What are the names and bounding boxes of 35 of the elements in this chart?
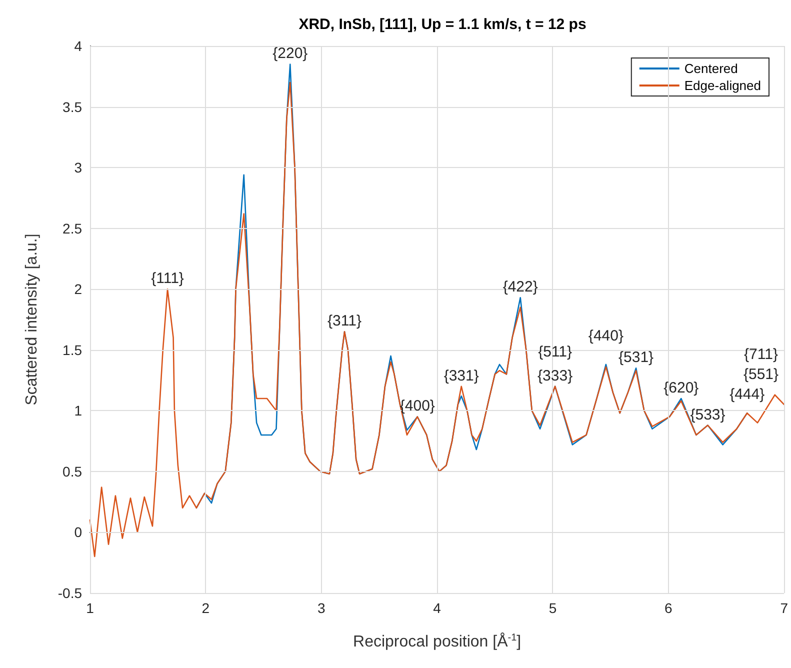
y-tick-label: 1.5 bbox=[62, 342, 82, 358]
chart-title: XRD, InSb, [111], Up = 1.1 km/s, t = 12 ps bbox=[298, 16, 586, 33]
annotation: {533} bbox=[690, 406, 726, 424]
y-tick-label: -0.5 bbox=[58, 585, 82, 601]
y-tick-label: 2.5 bbox=[62, 220, 82, 236]
annotation: {422} bbox=[502, 278, 538, 296]
annotation: {331} bbox=[444, 367, 479, 384]
annotation: {444} bbox=[730, 386, 765, 404]
annotation: {531} bbox=[618, 349, 654, 366]
annotation: {711} bbox=[744, 346, 778, 363]
y-tick-label: 1 bbox=[74, 402, 82, 419]
y-tick-label: 0 bbox=[74, 524, 82, 540]
legend-label: Centered bbox=[684, 61, 738, 76]
annotation: {311} bbox=[328, 312, 362, 330]
y-tick-label: 3.5 bbox=[62, 98, 82, 115]
annotation: {111} bbox=[151, 270, 184, 288]
y-tick-label: 2 bbox=[74, 281, 82, 298]
y-tick-label: 0.5 bbox=[62, 463, 82, 480]
x-tick-label: 5 bbox=[548, 600, 557, 616]
x-tick-label: 4 bbox=[433, 600, 442, 616]
annotation: {511} bbox=[538, 343, 572, 360]
annotation: {620} bbox=[664, 380, 699, 397]
y-tick-label: 3 bbox=[74, 160, 82, 176]
x-tick-label: 2 bbox=[202, 600, 210, 616]
annotation: {220} bbox=[272, 45, 308, 62]
annotation: {440} bbox=[588, 327, 624, 344]
legend-label: Edge-aligned bbox=[684, 78, 762, 93]
annotation: {551} bbox=[743, 366, 779, 383]
y-axis-title: Scattered intensity [a.u.] bbox=[24, 234, 40, 406]
y-tick-label: 4 bbox=[74, 38, 82, 54]
x-tick-label: 1 bbox=[86, 600, 94, 616]
x-tick-label: 6 bbox=[664, 600, 673, 616]
x-tick-label: 3 bbox=[317, 600, 326, 616]
x-tick-label: 7 bbox=[780, 600, 788, 616]
annotation: {333} bbox=[538, 367, 573, 384]
